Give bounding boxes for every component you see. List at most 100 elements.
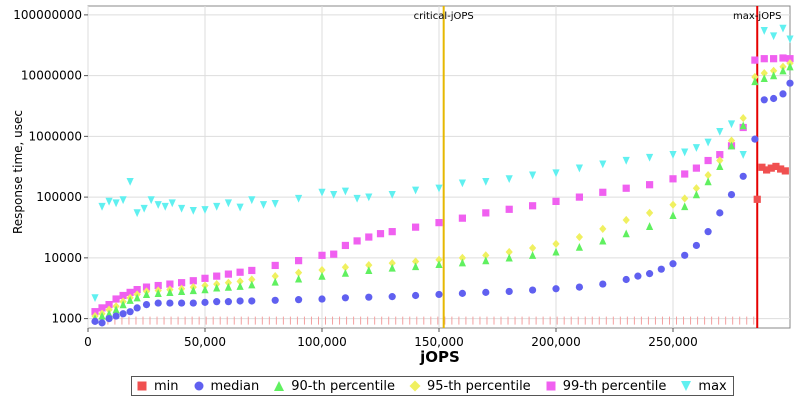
point-90-th-percentile xyxy=(727,141,736,150)
point-95-th-percentile xyxy=(751,72,759,82)
point-max xyxy=(739,151,747,159)
point-max xyxy=(779,24,787,33)
y-tick-label: 10000 xyxy=(44,251,82,265)
point-95-th-percentile xyxy=(318,265,326,275)
point-90-th-percentile xyxy=(552,247,560,256)
x-tick-label: 100,000 xyxy=(297,335,347,349)
point-90-th-percentile xyxy=(779,66,787,75)
point-99-th-percentile xyxy=(435,219,443,227)
point-max xyxy=(271,200,279,208)
point-median xyxy=(318,295,326,303)
point-90-th-percentile xyxy=(154,289,162,297)
point-95-th-percentile xyxy=(646,208,654,217)
point-95-th-percentile xyxy=(739,113,747,123)
point-99-th-percentile xyxy=(295,257,303,265)
point-max xyxy=(575,164,583,173)
point-90-th-percentile xyxy=(105,309,113,318)
point-max xyxy=(458,179,466,188)
point-median xyxy=(112,312,120,320)
point-median xyxy=(786,79,794,87)
point-max xyxy=(529,171,537,180)
x-tick-label: 150,000 xyxy=(414,335,464,349)
point-median xyxy=(575,283,584,291)
point-90-th-percentile xyxy=(739,121,747,130)
point-median xyxy=(119,310,127,318)
point-median xyxy=(388,293,396,301)
point-90-th-percentile xyxy=(112,305,120,314)
point-90-th-percentile xyxy=(646,222,654,230)
point-99-th-percentile xyxy=(236,268,244,276)
point-median xyxy=(739,172,747,180)
point-99-th-percentile xyxy=(599,188,607,196)
legend-item: 99-th percentile xyxy=(545,379,666,394)
point-median xyxy=(142,300,151,309)
point-median xyxy=(622,275,630,284)
point-95-th-percentile xyxy=(529,243,537,253)
point-max xyxy=(692,144,700,152)
point-median xyxy=(201,298,209,306)
point-median xyxy=(178,299,186,307)
legend-label: median xyxy=(210,378,260,394)
point-median xyxy=(365,293,373,301)
x-tick-label: 0 xyxy=(84,335,92,349)
y-tick-label: 100000 xyxy=(36,190,82,204)
point-max xyxy=(178,204,186,213)
point-90-th-percentile xyxy=(295,274,303,283)
point-99-th-percentile xyxy=(482,209,490,217)
point-99-th-percentile xyxy=(505,205,513,213)
point-99-th-percentile xyxy=(178,279,186,287)
point-90-th-percentile xyxy=(751,77,759,86)
point-median xyxy=(341,294,349,302)
point-max xyxy=(760,27,768,35)
point-90-th-percentile xyxy=(224,282,232,291)
point-90-th-percentile xyxy=(98,311,106,320)
point-99-th-percentile xyxy=(376,230,385,238)
point-95-th-percentile xyxy=(760,69,768,78)
point-99-th-percentile xyxy=(133,286,141,294)
point-median xyxy=(716,209,724,217)
point-99-th-percentile xyxy=(154,281,162,290)
y-tick-label: 1000000 xyxy=(29,129,82,143)
point-max xyxy=(770,32,778,41)
point-median xyxy=(692,241,701,250)
y-tick-label: 1000 xyxy=(51,312,82,326)
point-90-th-percentile xyxy=(505,253,513,262)
point-90-th-percentile xyxy=(318,271,326,280)
point-99-th-percentile xyxy=(112,295,120,303)
point-max xyxy=(482,177,490,186)
point-95-th-percentile xyxy=(295,268,303,277)
point-99-th-percentile xyxy=(189,277,197,285)
point-99-th-percentile xyxy=(786,55,794,63)
point-max xyxy=(259,201,268,209)
point-median xyxy=(224,298,232,306)
point-median xyxy=(189,299,197,307)
point-median xyxy=(657,265,665,273)
point-99-th-percentile xyxy=(704,156,712,165)
point-90-th-percentile xyxy=(575,242,583,251)
point-90-th-percentile xyxy=(271,277,279,286)
data-points xyxy=(91,24,794,327)
point-median xyxy=(154,299,162,307)
point-90-th-percentile xyxy=(142,290,151,299)
point-95-th-percentile xyxy=(236,277,244,286)
point-max xyxy=(133,209,141,218)
point-95-th-percentile xyxy=(505,247,513,257)
point-median xyxy=(435,290,443,299)
point-99-th-percentile xyxy=(126,288,134,296)
point-max xyxy=(353,194,361,203)
point-max xyxy=(786,35,794,44)
legend-label: max xyxy=(698,378,727,394)
legend-marker xyxy=(137,381,147,391)
point-max xyxy=(412,186,420,195)
point-max xyxy=(599,160,607,169)
point-max xyxy=(126,177,134,186)
point-max xyxy=(140,204,148,213)
marker-label: max-jOPS xyxy=(733,11,781,22)
point-median xyxy=(505,287,513,296)
point-median xyxy=(646,270,654,278)
point-99-th-percentile xyxy=(119,291,127,300)
legend-label: 95-th percentile xyxy=(426,378,531,394)
point-99-th-percentile xyxy=(166,280,174,288)
point-99-th-percentile xyxy=(760,55,768,63)
